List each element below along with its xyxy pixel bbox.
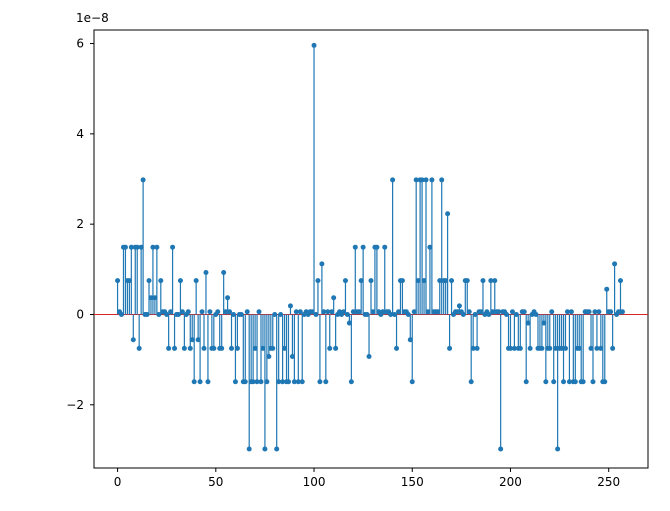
svg-text:2: 2 [76, 217, 84, 231]
svg-text:100: 100 [303, 475, 326, 489]
chart-container: 0 50 100 150 200 250 −2 0 2 4 6 1e−8 [0, 0, 670, 511]
svg-text:200: 200 [499, 475, 522, 489]
svg-text:6: 6 [76, 37, 84, 51]
svg-text:−2: −2 [66, 398, 84, 412]
svg-text:0: 0 [76, 307, 84, 321]
svg-text:150: 150 [401, 475, 424, 489]
svg-text:1e−8: 1e−8 [76, 11, 109, 25]
stem-chart: 0 50 100 150 200 250 −2 0 2 4 6 1e−8 [0, 0, 670, 511]
svg-text:250: 250 [597, 475, 620, 489]
svg-text:50: 50 [208, 475, 223, 489]
svg-text:0: 0 [114, 475, 122, 489]
svg-text:4: 4 [76, 127, 84, 141]
